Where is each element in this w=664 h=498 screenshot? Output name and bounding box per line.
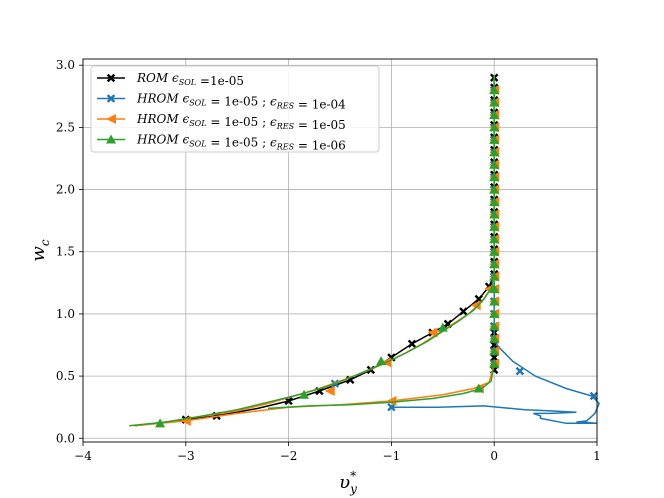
triangle-marker	[299, 389, 310, 399]
x-marker	[490, 353, 499, 362]
x-axis-label: υ* y	[339, 469, 357, 496]
triangle-marker	[437, 322, 448, 332]
ticks: −4 −3 −2 −1 0 1 0.0 0.5 1.0 1.5 2.0 2.5 3.0	[56, 58, 601, 463]
triangle-marker	[489, 172, 500, 182]
left-triangle-marker	[386, 395, 397, 406]
series-layer	[129, 73, 600, 428]
triangle-marker	[489, 358, 500, 368]
triangle-marker	[489, 109, 500, 119]
triangle-marker	[489, 184, 500, 194]
triangle-marker	[376, 356, 387, 366]
legend: ROM ϵSOL =1e-05 HROM ϵSOL = 1e-05 ; ϵRES …	[90, 65, 380, 153]
triangle-marker	[489, 333, 500, 343]
left-triangle-marker	[427, 327, 438, 338]
y-axis-label: wc	[28, 239, 52, 261]
triangle-marker	[489, 122, 500, 132]
triangle-marker	[489, 134, 500, 144]
x-marker	[106, 73, 116, 83]
plot-frame	[82, 58, 598, 443]
triangle-marker	[489, 346, 500, 356]
triangle-marker	[489, 85, 500, 95]
x-tick-label: −2	[280, 449, 298, 463]
series-line	[129, 75, 495, 427]
left-triangle-marker	[324, 386, 335, 397]
x-tick-label: 1	[593, 449, 601, 463]
triangle-marker	[489, 221, 500, 231]
x-marker	[387, 402, 396, 412]
legend-entry: HROM ϵSOL = 1e-05 ; ϵRES = 1e-06	[97, 133, 346, 153]
y-tick-label: 2.0	[56, 183, 75, 197]
series-line	[391, 77, 600, 425]
x-tick-label: −4	[74, 449, 92, 463]
legend-label: HROM ϵSOL = 1e-05 ; ϵRES = 1e-05	[136, 112, 346, 132]
legend-label: ROM ϵSOL =1e-05	[136, 71, 244, 88]
triangle-marker	[489, 246, 500, 256]
x-tick-label: −1	[383, 449, 401, 463]
x-marker	[515, 366, 525, 376]
x-marker	[589, 391, 599, 401]
triangle-marker	[489, 234, 500, 244]
triangle-marker	[489, 159, 500, 169]
triangle-marker	[489, 284, 500, 294]
legend-box	[90, 65, 380, 153]
x-marker	[474, 294, 483, 304]
triangle-marker	[489, 308, 500, 318]
triangle-marker	[489, 197, 500, 207]
left-triangle-marker	[470, 300, 481, 311]
x-tick-label: 0	[490, 449, 498, 463]
y-tick-label: 0.0	[56, 431, 75, 445]
series-3	[129, 75, 500, 428]
legend-entry: HROM ϵSOL = 1e-05 ; ϵRES = 1e-04	[97, 92, 346, 112]
triangle-marker	[473, 383, 484, 393]
series-line-branch	[267, 363, 495, 410]
triangle-marker	[489, 296, 500, 306]
triangle-marker	[489, 259, 500, 269]
triangle-marker	[489, 209, 500, 219]
legend-entry: HROM ϵSOL = 1e-05 ; ϵRES = 1e-05	[97, 112, 346, 132]
y-tick-label: 1.0	[56, 307, 75, 321]
triangle-marker	[106, 134, 116, 144]
x-marker	[407, 339, 417, 348]
triangle-marker	[155, 418, 166, 428]
legend-entry: ROM ϵSOL =1e-05	[97, 71, 244, 88]
y-tick-label: 0.5	[56, 369, 75, 383]
legend-label: HROM ϵSOL = 1e-05 ; ϵRES = 1e-06	[136, 133, 346, 153]
triangle-marker	[489, 271, 500, 281]
y-tick-label: 2.5	[56, 120, 75, 134]
x-tick-label: −3	[177, 449, 195, 463]
x-marker	[106, 94, 116, 103]
triangle-marker	[489, 97, 500, 107]
x-marker	[459, 307, 468, 316]
y-tick-label: 3.0	[56, 58, 75, 72]
y-tick-label: 1.5	[56, 245, 75, 259]
legend-label: HROM ϵSOL = 1e-05 ; ϵRES = 1e-04	[136, 92, 346, 112]
left-triangle-marker	[106, 114, 116, 124]
triangle-marker	[489, 147, 500, 157]
triangle-marker	[489, 321, 500, 331]
